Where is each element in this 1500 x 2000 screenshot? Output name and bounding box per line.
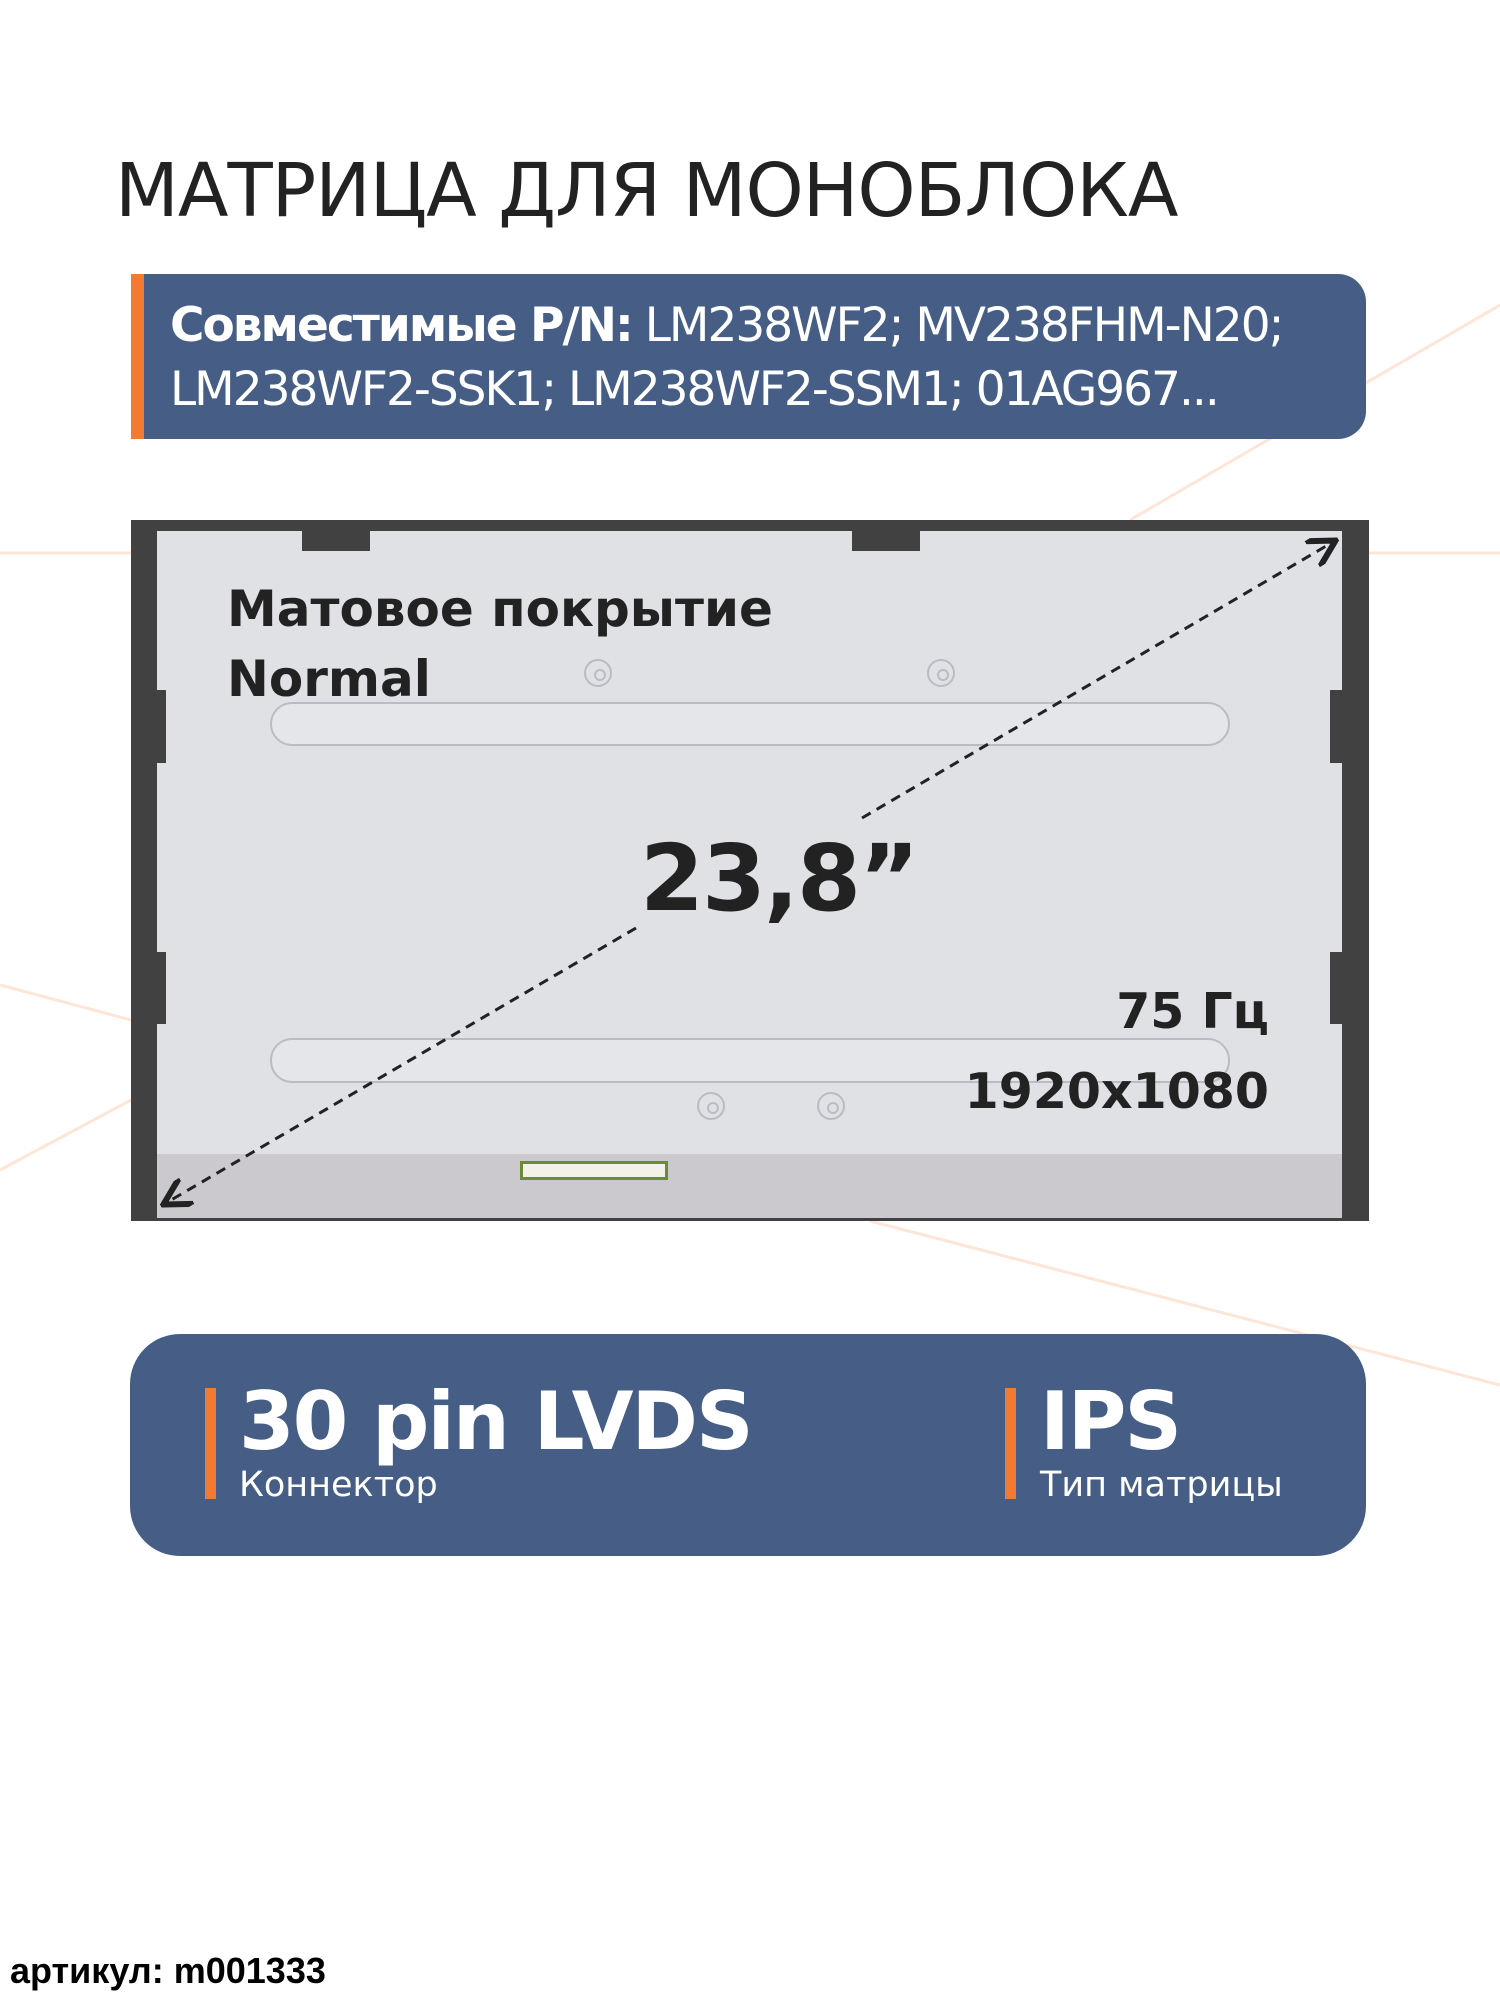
- screw-hole: [817, 1092, 845, 1120]
- coating-label: Матовое покрытие: [227, 580, 773, 638]
- accent-bar: [1005, 1388, 1016, 1499]
- accent-bar: [205, 1388, 216, 1499]
- matrix-type-label: Тип матрицы: [1040, 1465, 1283, 1505]
- mount-tab: [131, 952, 166, 1024]
- compatible-label: Совместимые P/N:: [170, 298, 634, 353]
- mount-tab: [1330, 952, 1369, 1024]
- matrix-type-value: IPS: [1040, 1375, 1182, 1468]
- connector-value: 30 pin LVDS: [239, 1375, 754, 1468]
- panel-slot: [270, 702, 1230, 746]
- page-title: МАТРИЦА ДЛЯ МОНОБЛОКА: [115, 148, 1178, 234]
- connector-label: Коннектор: [239, 1465, 438, 1505]
- refresh-rate: 75 Гц: [1116, 983, 1269, 1040]
- mount-tab: [852, 520, 920, 551]
- lcd-screen-area: [157, 531, 1342, 1218]
- diagonal-size: 23,8”: [640, 825, 919, 932]
- sku-label: артикул: m001333: [10, 1950, 326, 1991]
- coating-type: Normal: [227, 650, 431, 708]
- specs-card: [130, 1334, 1366, 1556]
- panel-bottom-edge: [157, 1154, 1342, 1218]
- screw-hole: [927, 659, 955, 687]
- screw-hole: [697, 1092, 725, 1120]
- mount-tab: [131, 690, 166, 763]
- panel-connector: [520, 1161, 668, 1180]
- resolution: 1920x1080: [964, 1063, 1269, 1120]
- compatible-line1: LM238WF2; MV238FHM-N20;: [644, 298, 1285, 353]
- mount-tab: [1330, 690, 1369, 763]
- screw-hole: [584, 659, 612, 687]
- compatible-line2: LM238WF2-SSK1; LM238WF2-SSM1; 01AG967...: [170, 362, 1220, 417]
- mount-tab: [302, 520, 370, 551]
- panel-slot: [270, 1038, 1230, 1083]
- compatible-pn-banner: Совместимые P/N: LM238WF2; MV238FHM-N20;…: [131, 274, 1366, 439]
